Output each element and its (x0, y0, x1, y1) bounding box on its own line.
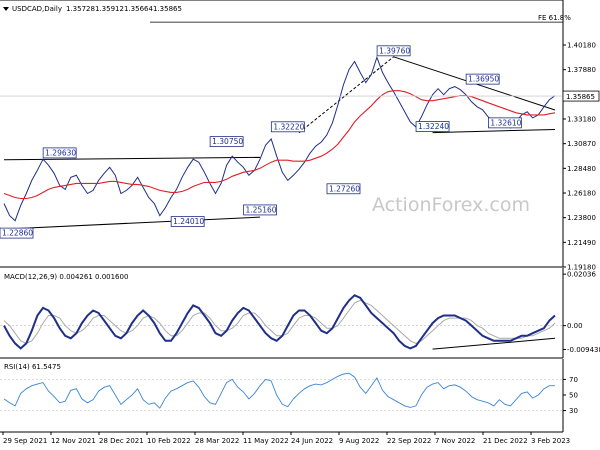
last-price-marker: 1.35865 (0, 90, 600, 102)
price-annotation-label: 1.22860 (2, 229, 33, 238)
price-annotation-label: 1.27260 (329, 184, 360, 193)
price-annotation-box (488, 117, 522, 129)
x-tick-label: 11 May 2022 (243, 437, 289, 445)
rsi-title: RSI(14) 61.5475 (4, 363, 61, 371)
price-tick-labels: 1.401801.378801.355801.331801.308701.284… (563, 42, 596, 272)
x-tick-label: 9 Aug 2022 (339, 437, 379, 445)
price-annotation-label: 1.39760 (379, 46, 410, 55)
ohlc-high: 1.35912 (95, 5, 124, 13)
price-annotation: 1.39760 (376, 45, 411, 57)
x-tick-label: 29 Sep 2021 (3, 437, 47, 445)
x-tick-label: 12 Nov 2021 (51, 437, 96, 445)
price-annotation: 1.29630 (42, 147, 77, 159)
price-annotation: 1.27260 (326, 183, 361, 195)
price-annotation-box (415, 121, 450, 132)
price-tick-label: 1.21490 (567, 239, 596, 247)
price-tick-label: 1.37880 (567, 66, 596, 74)
price-annotation-box (243, 204, 277, 216)
price-tick-label: 1.19180 (567, 264, 596, 272)
fib-level-label: FE 61.8% (538, 14, 571, 22)
price-tick-label: 1.28480 (567, 165, 596, 173)
price-annotation-label: 1.32220 (273, 122, 304, 131)
x-axis-labels: 29 Sep 2021 12 Nov 2021 28 Dec 2021 10 Feb … (2, 432, 570, 445)
price-annotation-box (465, 73, 500, 85)
price-annotation: 1.24010 (170, 216, 205, 227)
rsi-tick-label: 30 (569, 407, 578, 415)
price-annotation-label: 1.30750 (212, 137, 243, 146)
price-tick-label: 1.30870 (567, 140, 596, 148)
ohlc-open: 1.35728 (66, 5, 95, 13)
price-annotation: 1.32240 (415, 121, 450, 132)
macd-tick-label: -0.009438 (567, 346, 600, 354)
rsi-panel (0, 359, 564, 433)
x-tick-label: 3 Feb 2023 (531, 437, 570, 445)
macd-tick-label: 0.00 (567, 322, 583, 330)
price-trendline (432, 128, 556, 134)
symbol-title: USDCAD,Daily 1.35728 1.35912 1.35664 1.3… (3, 5, 182, 13)
price-annotation-box (209, 136, 244, 148)
rsi-line (3, 372, 555, 409)
rsi-tick-label: 70 (569, 376, 578, 384)
price-annotation-box (376, 45, 411, 57)
price-tick-label: 1.33180 (567, 116, 596, 124)
rsi-tick-label: 50 (569, 392, 578, 400)
price-trendline (3, 156, 261, 161)
price-annotation-box (270, 121, 305, 133)
price-annotation: 1.25160 (243, 204, 277, 216)
price-annotation: 1.30750 (209, 136, 244, 148)
price-annotation-box (326, 183, 361, 195)
price-annotation: 1.22860 (0, 227, 34, 239)
ohlc-low: 1.35664 (124, 5, 153, 13)
price-trendline (3, 216, 261, 230)
price-tick-label: 1.26180 (567, 190, 596, 198)
macd-panel (0, 268, 564, 359)
macd-series: 0.02036 0.00 -0.009438 (0, 271, 600, 354)
price-annotation: 1.32610 (488, 117, 522, 129)
macd-tick-label: 0.02036 (567, 271, 596, 279)
x-tick-label: 7 Nov 2022 (435, 437, 475, 445)
price-series-line (3, 55, 556, 222)
price-annotation-label: 1.36950 (468, 75, 499, 84)
x-tick-label: 10 Feb 2022 (147, 437, 191, 445)
price-panel (0, 0, 564, 268)
last-price-label: 1.35865 (566, 93, 595, 101)
price-annotation-box (42, 147, 77, 159)
price-tick-label: 1.23800 (567, 214, 596, 222)
rsi-series: 70 50 30 (0, 372, 578, 415)
macd-signal-line (3, 299, 556, 344)
fib-level: FE 61.8% (150, 14, 571, 23)
price-annotation-label: 1.32610 (490, 118, 521, 127)
price-annotations: 1.22860 1.29630 1.24010 1.30750 1.25160 1.322… (0, 45, 522, 239)
watermark: ActionForex.com (372, 194, 530, 216)
x-tick-label: 28 Dec 2021 (99, 437, 144, 445)
price-annotation-label: 1.24010 (173, 217, 204, 226)
last-price-box (562, 90, 600, 102)
price-annotation-label: 1.32240 (418, 122, 449, 131)
x-tick-label: 28 Mar 2022 (195, 437, 239, 445)
macd-trendline (432, 337, 556, 350)
x-tick-label: 22 Sep 2022 (387, 437, 431, 445)
x-tick-label: 21 Dec 2022 (483, 437, 528, 445)
price-annotation-label: 1.29630 (45, 148, 76, 157)
price-annotation: 1.36950 (465, 73, 500, 85)
price-tick-label: 1.40180 (567, 42, 596, 50)
ma-series-line (3, 90, 556, 200)
macd-title: MACD(12,26,9) 0.004261 0.001600 (4, 273, 128, 281)
menu-triangle-icon[interactable] (3, 7, 9, 11)
price-annotation-box (0, 227, 34, 239)
ohlc-close: 1.35865 (153, 5, 182, 13)
x-tick-label: 24 Jun 2022 (291, 437, 333, 445)
symbol-label: USDCAD,Daily (12, 5, 62, 13)
macd-line (3, 294, 556, 350)
price-annotation-label: 1.25160 (246, 205, 277, 214)
price-annotation: 1.32220 (270, 121, 305, 133)
price-annotation-box (170, 216, 205, 227)
price-trendline (298, 56, 394, 134)
